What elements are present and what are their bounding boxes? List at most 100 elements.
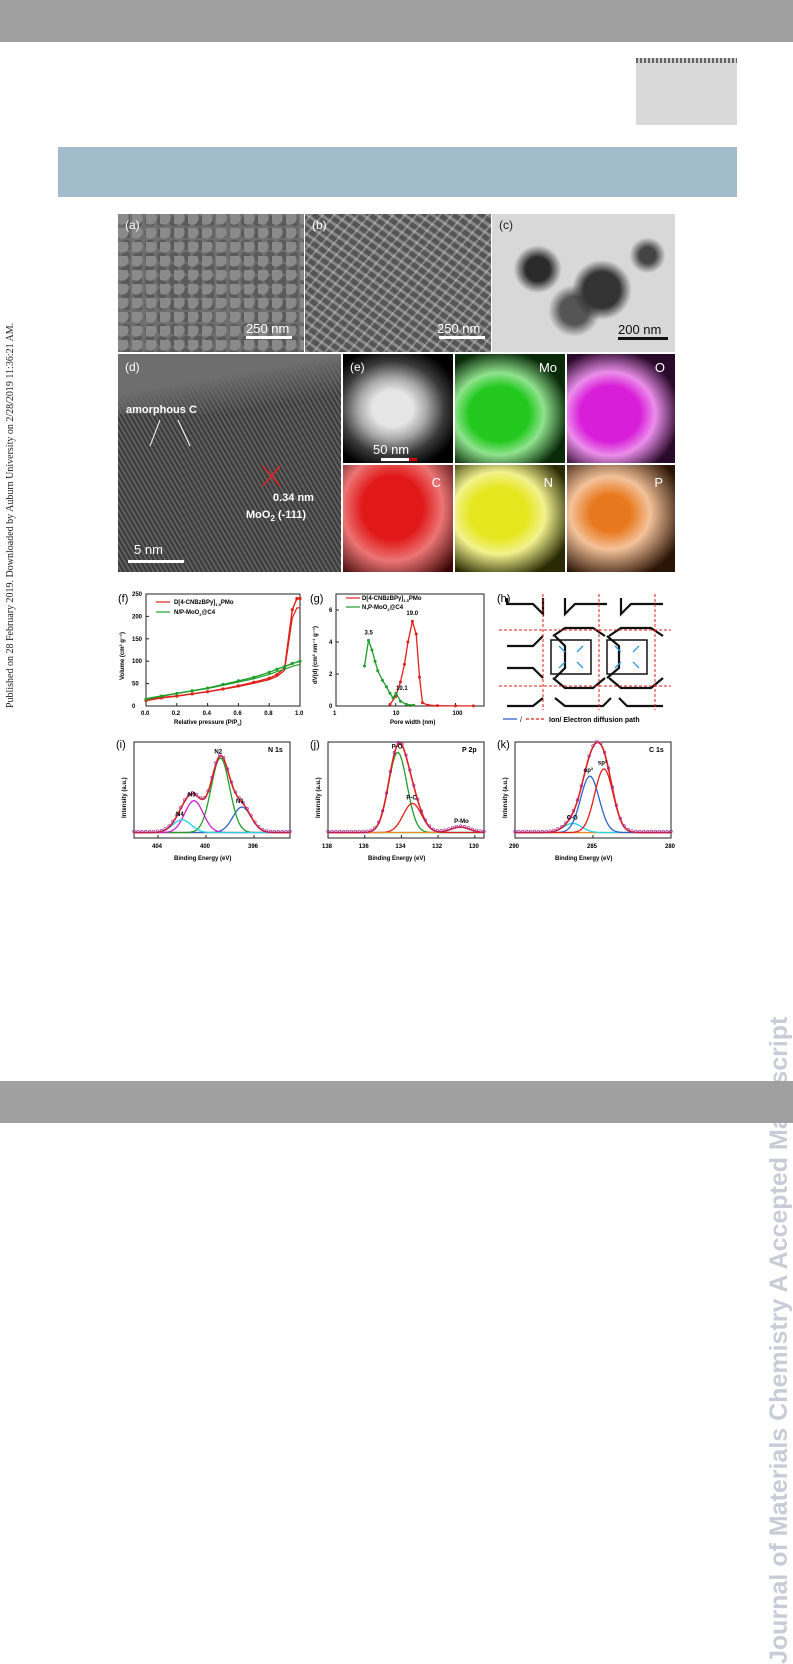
map-n: N [455,465,565,572]
chart-j-raw-point [365,829,369,833]
chart-f-ytick-label: 100 [132,659,143,665]
chart-i-component-0 [134,806,291,834]
chart-i-peak-label: N4 [176,812,184,818]
chart-k-peak-label: C-O [567,815,578,821]
chart-j-component-1 [328,802,484,834]
chart-k-frame [514,741,672,839]
chart-i-title: N 1s [268,747,283,754]
chart-i-raw-point [253,820,257,824]
chart-i-raw-point [241,801,245,805]
chart-k-raw-point [610,785,615,790]
chart-i-raw-point [167,824,171,828]
panel-b-sem: (b) 250 nm [305,214,491,352]
chart-k-raw-point [571,809,576,813]
chart-g-point [414,632,418,636]
chart-k-ylabel: Intensity (a.u.) [503,777,509,818]
chart-i-raw-point [284,829,288,834]
chart-f-xtick-label: 0.0 [141,711,150,717]
chart-j-raw-point [427,824,431,828]
map-c: C [343,465,453,572]
chart-j-raw-point [392,750,396,755]
chart-f-legend-1: D[4-CNBzBPy]1.5PMo [174,600,234,607]
chart-j-raw-point [451,825,455,830]
chart-k-raw-point [536,829,541,834]
chart-f-point [290,661,294,666]
chart-k-raw-point [552,828,556,832]
chart-k-xlabel: Binding Energy (eV) [555,856,612,862]
panel-f-label: (f) [118,593,128,605]
chart-i-raw-point [140,829,144,834]
chart-i-raw-point [144,829,148,834]
chart-g-point [370,648,374,652]
chart-f-point [275,673,279,677]
chart-i-xtick-label: 400 [200,844,211,850]
chart-f-ytick-label: 200 [132,614,143,620]
chart-j-raw-point [353,829,357,834]
chart-k-raw-point [661,829,665,834]
chart-i-peak-label: N3 [188,793,196,799]
chart-g-peak-label: 19.0 [406,611,418,617]
panel-e-label: (e) [350,360,365,374]
chart-i-raw-point [272,829,276,834]
chart-k-raw-point [587,754,591,758]
chart-j-raw-point [330,829,334,834]
chart-g-legend-1: D[4-CNBzBPy]1.5PMo [362,596,422,603]
chart-k-raw-point [603,750,607,755]
chart-k-raw-point [513,829,517,834]
chart-k-raw-point [567,816,572,820]
chart-j-raw-point [357,829,361,834]
panel-b-scale-text: 250 nm [437,321,481,336]
chart-k-raw-point [669,829,673,834]
chart-i-raw-point [268,829,273,833]
chart-j-raw-point [326,829,330,834]
chart-f-point [298,596,302,601]
chart-f-point [236,679,240,683]
chart-f-point [190,689,194,693]
publication-line: Published on 28 February 2019. Downloade… [5,322,16,708]
chart-g-ytick-label: 0 [329,704,333,710]
chart-j-raw-point [443,828,447,832]
chart-i-raw-point [280,829,284,834]
chart-k-xps-c1s: (k) C 1s Intensity (a.u.) Binding Energy (e… [497,739,675,862]
chart-j-raw-point [470,827,474,831]
chart-j-xtick-label: 136 [359,844,370,850]
panel-e-haadf: (e) 50 nm [343,354,453,463]
chart-f-point [295,596,299,601]
chart-i-xps-n1s: (i) N 1s Intensity (a.u.) Binding Energy (e… [116,739,292,862]
chart-g-series-0 [389,621,474,707]
chart-k-raw-point [646,829,650,834]
chart-f-frame [145,593,301,707]
chart-k-xtick-label: 285 [587,844,598,850]
chart-j-raw-point [341,829,346,834]
chart-j-raw-point [462,825,467,829]
chart-f-point [252,680,256,684]
chart-i-raw-point [222,756,226,760]
chart-j-raw-point [345,829,350,834]
chart-k-raw-point [630,829,634,833]
chart-i-xtick-label: 396 [248,844,259,850]
chart-i-envelope [133,755,291,834]
chart-f-xtick-label: 0.2 [172,711,181,717]
panel-d-scale-text: 5 nm [134,542,163,557]
chart-k-raw-point [528,829,533,834]
chart-g-legend-2: N,P-MoO2@C4 [362,605,404,612]
chart-j-raw-point [384,791,389,795]
pore-cell-right [606,639,648,675]
chart-k-component-0 [515,822,671,834]
chart-k-component-1 [515,775,671,834]
chart-g-point [402,662,406,666]
chart-i-ylabel: Intensity (a.u.) [122,777,128,818]
chart-f-point [252,675,256,679]
chart-i-raw-point [136,829,140,834]
chart-k-raw-point [657,829,661,834]
panel-e-scale-text: 50 nm [373,442,410,457]
chart-f-point [159,694,163,698]
chart-k-raw-point [618,816,622,820]
chart-j-xtick-label: 138 [322,844,333,850]
chart-k-raw-point [622,824,626,828]
chart-g-xtick-label: 1 [333,711,337,717]
panel-c-label: (c) [499,218,513,232]
chart-i-raw-point [171,819,175,823]
chart-j-raw-point [478,829,482,833]
chart-j-raw-point [334,829,338,834]
